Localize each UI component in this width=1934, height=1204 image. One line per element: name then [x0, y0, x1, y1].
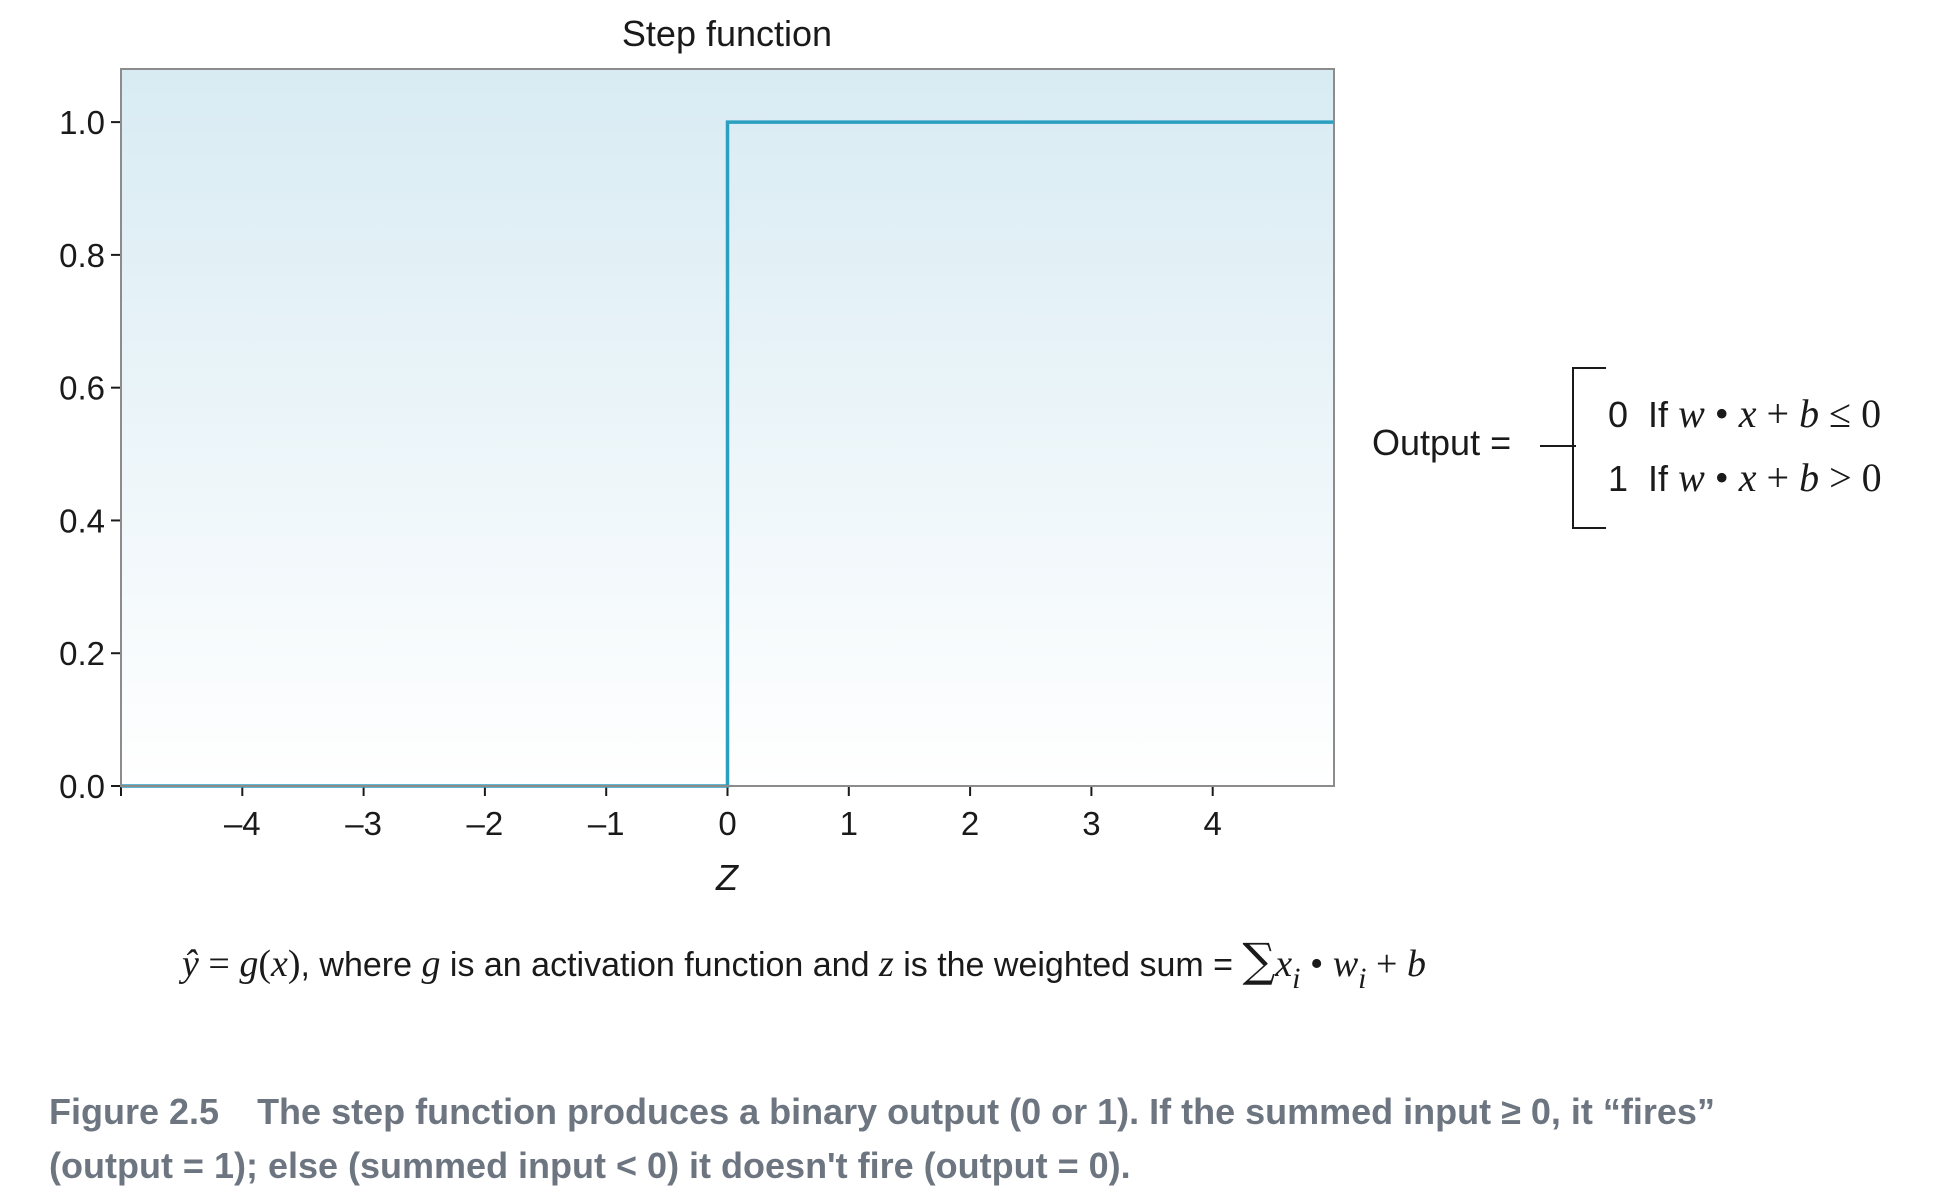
caption-line-2: (output = 1); else (summed input < 0) it…: [49, 1145, 1131, 1186]
cases-bracket: [1572, 367, 1606, 529]
case-one-plus: +: [1756, 455, 1800, 500]
case-one-dot: •: [1704, 455, 1739, 500]
case-zero-if: If: [1648, 394, 1669, 435]
x-axis-label: Z: [715, 857, 739, 898]
x-tick-label: –2: [467, 805, 504, 842]
eq-text-weighted-sum: is the weighted sum =: [893, 946, 1243, 984]
case-zero-plus: +: [1756, 391, 1800, 436]
case-one-if: If: [1648, 458, 1669, 499]
case-one-value: 1: [1608, 458, 1629, 499]
eq-x: x: [270, 943, 288, 985]
y-tick-label: 0.4: [59, 502, 105, 539]
x-tick-label: 4: [1204, 805, 1222, 842]
sigma-symbol: ∑: [1242, 933, 1276, 987]
eq-z-inline: z: [878, 943, 894, 985]
y-tick-label: 0.8: [59, 237, 105, 274]
x-tick-label: –4: [224, 805, 261, 842]
eq-plus: +: [1366, 943, 1407, 985]
eq-xi-subscript: i: [1292, 962, 1301, 995]
plot-frame: [120, 68, 1335, 787]
y-tick-label: 0.0: [59, 768, 105, 805]
case-zero-condition: ≤ 0: [1819, 391, 1882, 436]
case-one-condition: > 0: [1819, 455, 1882, 500]
weighted-sum-equation: ŷ = g(x), where g is an activation funct…: [182, 933, 1426, 996]
eq-text-activation: is an activation function and: [440, 946, 879, 984]
case-zero-w: w: [1678, 391, 1705, 436]
x-tick-label: 2: [961, 805, 979, 842]
eq-paren-open: (: [258, 943, 271, 985]
case-one-w: w: [1678, 455, 1705, 500]
output-label: Output =: [1372, 422, 1512, 463]
x-tick-label: –3: [345, 805, 382, 842]
eq-wi-subscript: i: [1358, 962, 1367, 995]
eq-xi: x: [1275, 943, 1293, 985]
step-function-chart: Step function 0.00.20.40.60.81.0 –4 –3 –2–…: [59, 13, 1335, 898]
case-zero-b: b: [1799, 391, 1820, 436]
output-connector: [1540, 445, 1576, 447]
case-one: 1 If w • x + b > 0: [1608, 454, 1882, 501]
eq-text-where: , where: [300, 946, 422, 984]
y-tick-label: 0.6: [59, 370, 105, 407]
eq-paren-close: ): [287, 943, 301, 985]
x-tick-label: –1: [588, 805, 625, 842]
case-zero-value: 0: [1608, 394, 1629, 435]
output-formula: Output = 0 If w • x + b ≤ 0 1 If w • x +…: [1372, 360, 1932, 540]
eq-g: g: [239, 943, 259, 985]
eq-g-inline: g: [421, 943, 441, 985]
y-tick-label: 1.0: [59, 104, 105, 141]
figure-number: Figure 2.5: [49, 1091, 220, 1132]
chart-title: Step function: [622, 13, 832, 54]
x-axis: –4 –3 –2 –1 0 1 2 3 4: [120, 785, 1334, 842]
caption-text-1: The step function produces a binary outp…: [257, 1091, 1715, 1132]
case-zero-x: x: [1738, 391, 1757, 436]
case-zero-dot: •: [1704, 391, 1739, 436]
case-one-b: b: [1799, 455, 1820, 500]
eq-equals: =: [198, 943, 240, 985]
eq-b: b: [1406, 943, 1426, 985]
eq-dot: •: [1300, 943, 1333, 985]
y-axis: 0.0 0.2 0.4 0.6 0.8 1.0: [59, 69, 122, 805]
y-tick-label: 0.2: [59, 635, 105, 672]
eq-wi: w: [1332, 943, 1359, 985]
x-tick-label: 3: [1082, 805, 1100, 842]
caption-line-1: Figure 2.5 The step function produces a b…: [49, 1085, 1929, 1139]
case-one-x: x: [1738, 455, 1757, 500]
case-zero: 0 If w • x + b ≤ 0: [1608, 390, 1881, 437]
figure-caption: Figure 2.5 The step function produces a b…: [49, 1085, 1929, 1193]
eq-yhat: ŷ: [182, 943, 199, 985]
x-tick-label: 1: [840, 805, 858, 842]
x-tick-label: 0: [718, 805, 736, 842]
